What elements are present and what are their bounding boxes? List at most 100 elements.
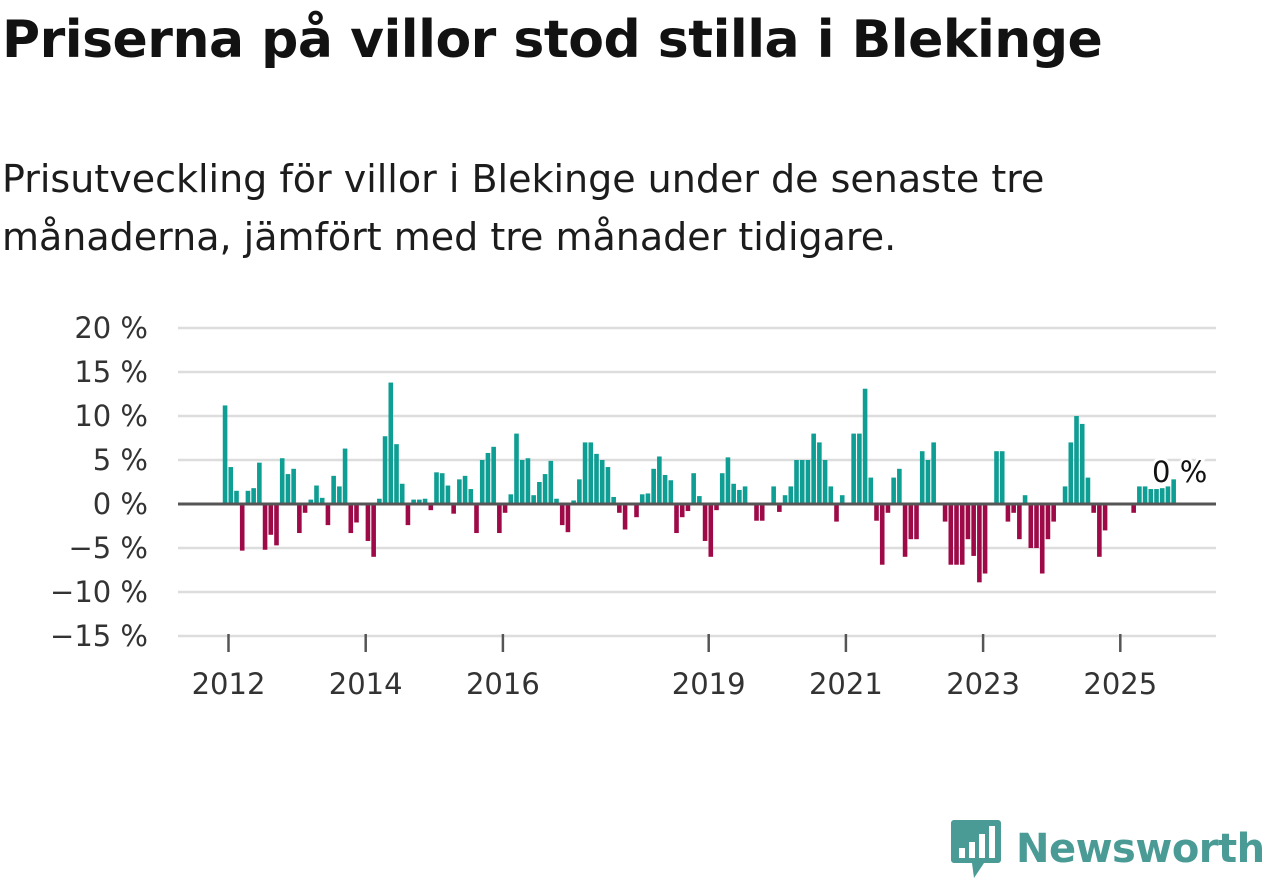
bar — [617, 504, 622, 513]
bar — [257, 462, 262, 504]
bar — [1005, 504, 1011, 522]
bar — [491, 446, 496, 504]
bar — [234, 490, 239, 504]
bar — [868, 477, 874, 504]
bar — [708, 504, 714, 557]
bar-chart: 20 %15 %10 %5 %0 %−5 %−10 %−15 % 2012 201… — [50, 311, 1216, 701]
bar — [451, 504, 456, 514]
bar — [817, 442, 822, 504]
bar — [594, 453, 599, 504]
bar — [525, 458, 531, 504]
bar — [1011, 504, 1016, 513]
bar — [559, 504, 565, 526]
bar — [268, 504, 274, 535]
bar — [542, 474, 548, 504]
bar — [468, 489, 474, 504]
bar — [1159, 488, 1165, 504]
bar — [925, 460, 931, 504]
bar — [445, 485, 451, 504]
bar — [851, 433, 856, 504]
bar — [1148, 489, 1154, 504]
y-axis-ticks: 20 % 15 % 10 % 5 % 0 % −5 % −10 % −15 % — [50, 311, 148, 653]
bar — [342, 448, 348, 504]
bar — [1097, 504, 1102, 557]
x-axis-ticks: 2012 2014 2016 2019 2021 2023 2025 — [192, 634, 1157, 701]
chart-subtitle: Prisutveckling för villor i Blekinge und… — [2, 157, 1045, 259]
bar — [685, 504, 691, 512]
x-tick-label: 2023 — [946, 667, 1020, 701]
bar — [662, 474, 668, 504]
bar — [1068, 442, 1074, 504]
brand-name: Newsworthy — [1016, 826, 1262, 872]
newsworthy-logo: Newsworthy — [950, 818, 1262, 880]
bar — [1022, 495, 1028, 504]
bar — [331, 475, 336, 504]
bar — [674, 504, 679, 534]
bar — [457, 479, 462, 504]
bar — [1154, 489, 1159, 504]
bar — [577, 479, 582, 504]
bar — [742, 486, 748, 504]
bar — [439, 473, 445, 504]
bar — [902, 504, 908, 557]
bar — [411, 499, 416, 504]
annotations: 0 % — [1149, 452, 1210, 492]
bar — [679, 504, 685, 518]
bar — [582, 442, 588, 504]
bar — [274, 504, 279, 546]
bars — [222, 382, 1176, 583]
bar — [657, 456, 662, 504]
bar — [1039, 504, 1045, 574]
bar — [285, 474, 291, 504]
bar — [548, 460, 554, 504]
bar — [622, 504, 628, 530]
bar — [965, 504, 971, 540]
bar — [314, 485, 319, 504]
bar — [971, 504, 976, 556]
bar — [999, 451, 1005, 504]
bar — [639, 494, 645, 504]
bar — [697, 496, 702, 504]
bar — [399, 483, 405, 504]
bar — [302, 504, 308, 513]
bar — [959, 504, 965, 565]
bar — [982, 504, 988, 574]
bar — [771, 486, 776, 504]
bar — [251, 488, 256, 504]
bar — [588, 442, 594, 504]
bar — [497, 504, 502, 534]
y-tick-label: 15 % — [74, 355, 148, 389]
bar — [1034, 504, 1039, 548]
bar — [668, 480, 674, 504]
bar — [537, 482, 542, 504]
bar — [885, 504, 891, 513]
bar — [651, 468, 656, 504]
bar — [354, 504, 359, 523]
bar — [931, 442, 936, 504]
bar — [611, 496, 616, 504]
bar — [239, 504, 245, 551]
bar — [388, 382, 394, 504]
bar — [571, 500, 576, 504]
bar — [1165, 486, 1171, 504]
y-tick-label: 0 % — [93, 487, 148, 521]
bar — [737, 489, 742, 504]
bar — [474, 504, 479, 534]
bar — [788, 486, 794, 504]
bar — [754, 504, 759, 521]
bar — [897, 468, 902, 504]
bar — [405, 504, 411, 526]
y-tick-label: −10 % — [50, 575, 148, 609]
bar — [325, 504, 331, 526]
bar — [245, 490, 251, 504]
bar — [948, 504, 954, 565]
bar — [1102, 504, 1108, 531]
bar — [994, 451, 999, 504]
bar — [1051, 504, 1056, 522]
bar — [485, 452, 491, 504]
bar — [799, 460, 805, 504]
bar — [565, 504, 571, 533]
bar — [297, 504, 302, 534]
y-tick-label: −5 % — [68, 531, 148, 565]
bar — [691, 473, 696, 504]
